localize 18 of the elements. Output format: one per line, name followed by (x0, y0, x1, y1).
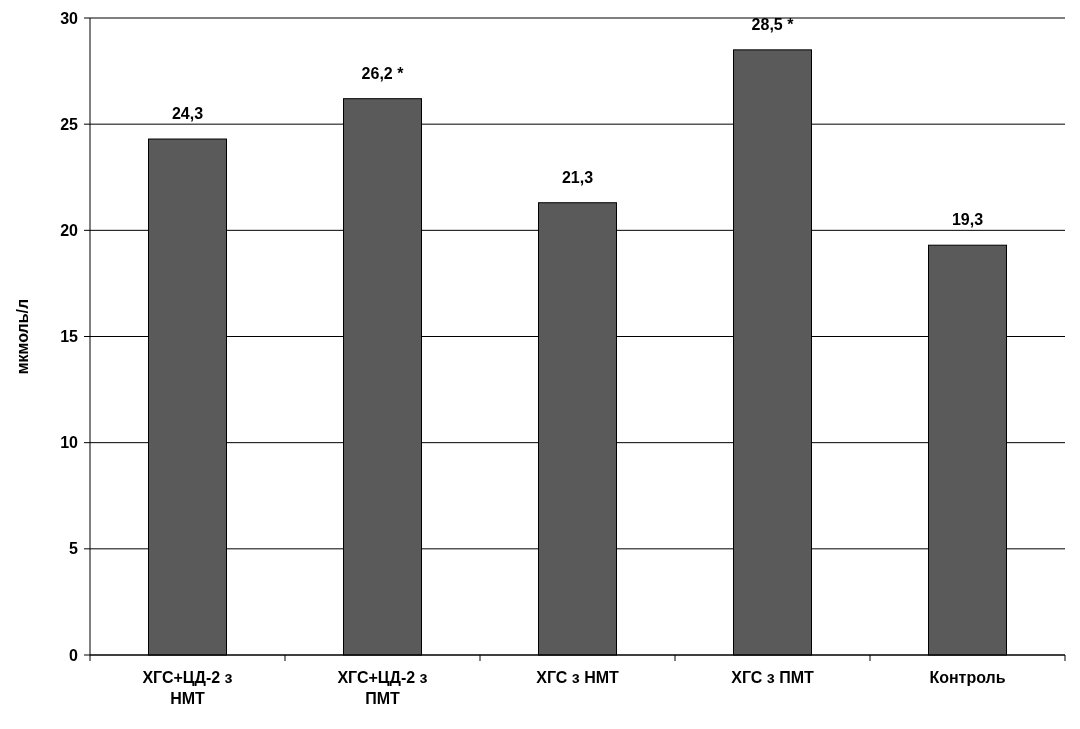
y-tick-label: 15 (60, 328, 79, 346)
x-tick-label: ХГС+ЦД-2 з ПМТ (337, 669, 428, 707)
data-label: 28,5 * (751, 15, 795, 33)
x-tick-label: Контроль (929, 669, 1006, 686)
data-label: 26,2 * (361, 64, 405, 82)
y-tick-label: 25 (60, 115, 79, 133)
data-label: 24,3 (171, 105, 204, 123)
x-tick-label: ХГС+ЦД-2 з НМТ (142, 669, 233, 707)
y-tick-label: 10 (60, 434, 79, 452)
y-axis-title: мкмоль/л (14, 298, 31, 375)
y-tick-label: 0 (69, 646, 79, 664)
x-tick-label: ХГС з НМТ (536, 669, 620, 686)
y-tick-label: 5 (69, 540, 79, 558)
data-label: 19,3 (951, 211, 984, 229)
y-tick-label: 30 (60, 9, 79, 27)
data-label: 21,3 (561, 168, 594, 186)
y-tick-label: 20 (60, 221, 79, 239)
x-tick-label: ХГС з ПМТ (731, 669, 814, 686)
